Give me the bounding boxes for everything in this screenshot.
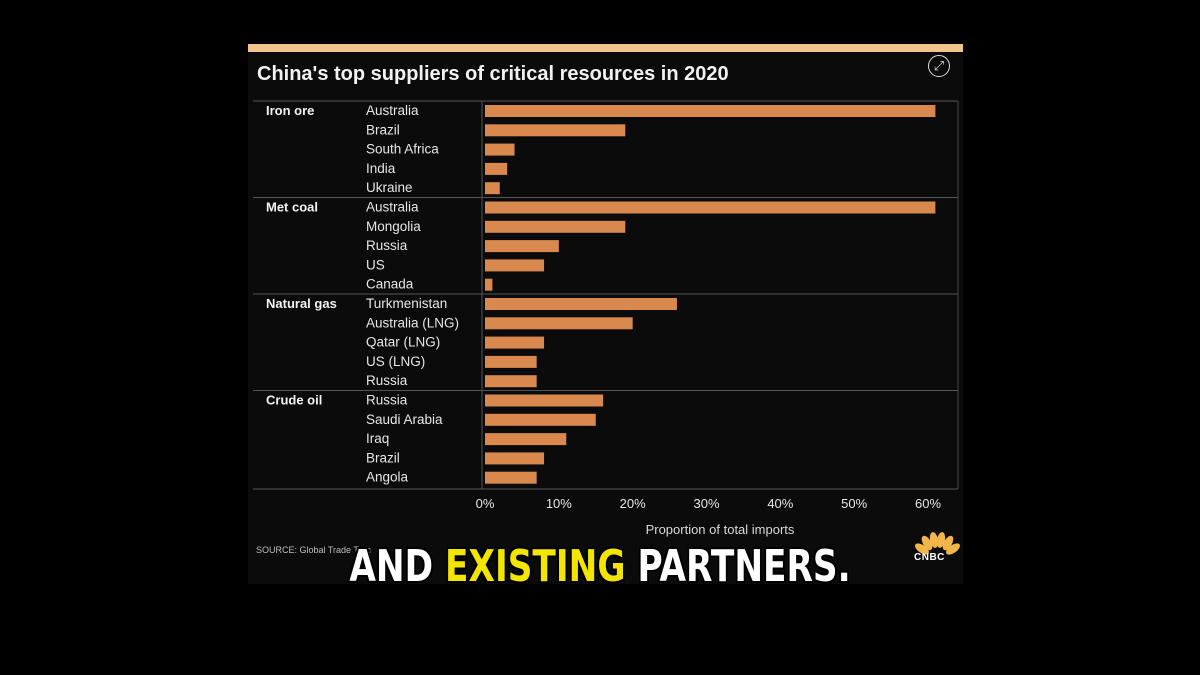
caption-part-1: AND xyxy=(349,541,446,592)
category-label: Russia xyxy=(366,373,408,388)
category-label: Turkmenistan xyxy=(366,296,447,311)
category-label: Ukraine xyxy=(366,180,413,195)
bar xyxy=(485,124,626,137)
bar xyxy=(485,471,537,484)
bar xyxy=(485,452,545,465)
category-label: Australia (LNG) xyxy=(366,315,459,330)
bar xyxy=(485,413,596,426)
source-note: SOURCE: Global Trade Trac xyxy=(256,545,372,555)
category-label: Iraq xyxy=(366,431,389,446)
x-tick-label: 0% xyxy=(476,496,495,511)
group-label: Iron ore xyxy=(266,103,314,118)
category-label: Saudi Arabia xyxy=(366,412,443,427)
bar xyxy=(485,143,515,156)
bar xyxy=(485,433,567,446)
x-tick-label: 20% xyxy=(620,496,646,511)
category-label: Russia xyxy=(366,238,408,253)
x-tick-label: 60% xyxy=(915,496,941,511)
bar xyxy=(485,355,537,368)
bar xyxy=(485,394,604,407)
cnbc-logo-text: CNBC xyxy=(914,552,945,563)
group-label: Crude oil xyxy=(266,393,322,408)
category-label: Canada xyxy=(366,277,414,292)
category-label: Angola xyxy=(366,470,409,485)
bar xyxy=(485,201,936,214)
bar xyxy=(485,182,500,195)
x-tick-label: 10% xyxy=(546,496,572,511)
cnbc-peacock-logo xyxy=(915,532,960,555)
category-label: US (LNG) xyxy=(366,354,425,369)
x-tick-label: 50% xyxy=(841,496,867,511)
category-label: Australia xyxy=(366,200,419,215)
category-label: Brazil xyxy=(366,450,400,465)
category-label: Australia xyxy=(366,103,419,118)
category-label: Mongolia xyxy=(366,219,421,234)
chart-title: China's top suppliers of critical resour… xyxy=(257,63,729,85)
x-tick-label: 40% xyxy=(767,496,793,511)
category-label: South Africa xyxy=(366,142,439,157)
group-label: Met coal xyxy=(266,200,318,215)
bar xyxy=(485,162,508,175)
bar xyxy=(485,375,537,388)
category-label: India xyxy=(366,161,396,176)
bar xyxy=(485,220,626,233)
category-label: Russia xyxy=(366,393,408,408)
category-label: Brazil xyxy=(366,122,400,137)
caption-part-2: PARTNERS. xyxy=(625,541,851,592)
bar xyxy=(485,278,493,291)
bar xyxy=(485,259,545,272)
x-axis-title: Proportion of total imports xyxy=(646,522,795,537)
category-label: US xyxy=(366,257,385,272)
bar xyxy=(485,317,633,330)
bar xyxy=(485,105,936,117)
group-label: Natural gas xyxy=(266,296,337,311)
category-label: Qatar (LNG) xyxy=(366,335,440,350)
subtitle-caption: AND EXISTING PARTNERS. xyxy=(132,541,1068,592)
bar xyxy=(485,240,559,253)
bar xyxy=(485,336,545,349)
expand-arrows-icon[interactable]: ⤢ xyxy=(928,55,950,77)
accent-bar xyxy=(248,44,963,52)
caption-highlight: EXISTING xyxy=(445,541,626,592)
bar xyxy=(485,298,677,310)
x-tick-label: 30% xyxy=(693,496,719,511)
